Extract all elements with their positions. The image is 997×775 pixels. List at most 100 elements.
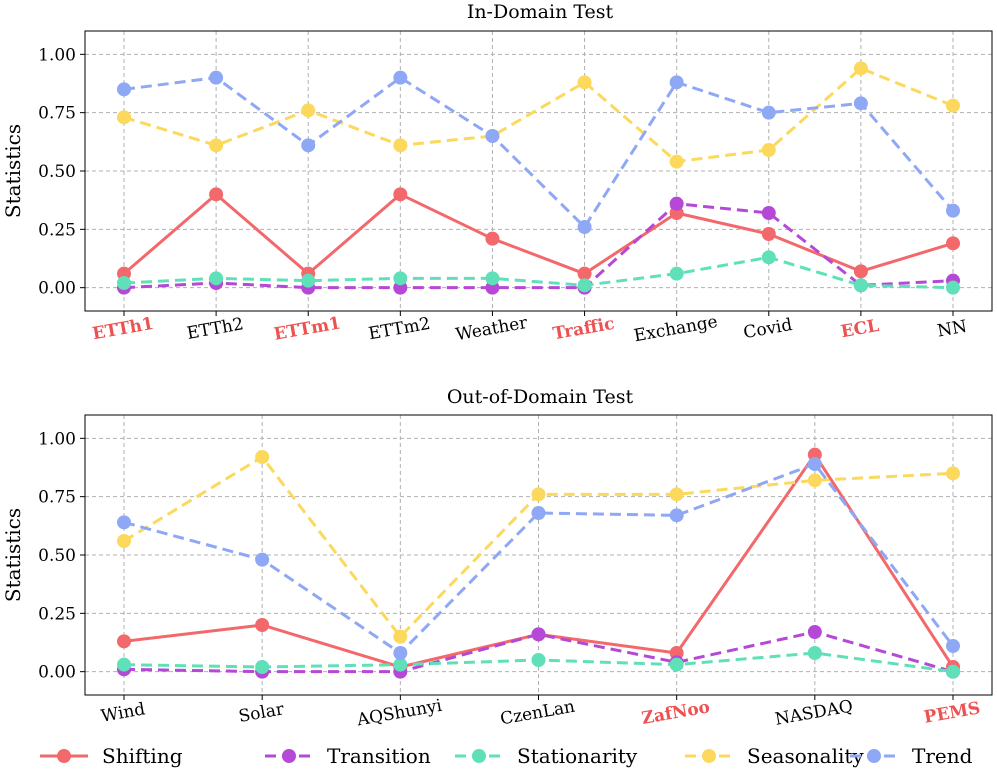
series-line-seasonality — [123, 66, 954, 164]
y-tick-label: 0.00 — [38, 279, 76, 299]
y-axis-label: Statistics — [1, 124, 25, 218]
data-point-trend — [485, 129, 500, 143]
data-point-trend — [301, 138, 316, 153]
panel-title: In-Domain Test — [467, 1, 614, 23]
data-point-trend — [577, 220, 592, 234]
x-tick-label: AQShunyi — [355, 696, 444, 731]
data-point-trend — [255, 552, 270, 567]
data-point-stationarity — [301, 273, 316, 288]
data-point-trend — [669, 75, 684, 90]
x-axis: Wind Solar AQShunyi CzenLan ZafNoo NASDAQ PEMS — [100, 695, 982, 731]
y-axis: 0.00 0.25 0.50 0.75 1.00 — [38, 45, 85, 299]
data-point-trend — [209, 70, 224, 85]
data-point-seasonality — [853, 61, 868, 76]
data-point-transition — [761, 206, 776, 220]
legend-swatch-marker — [282, 749, 296, 763]
legend-swatch-marker — [57, 749, 71, 763]
data-point-seasonality — [117, 534, 131, 548]
data-point-trend — [853, 96, 868, 111]
data-point-seasonality — [807, 473, 822, 488]
y-axis: 0.00 0.25 0.50 0.75 1.00 — [38, 429, 85, 683]
y-tick-label: 0.00 — [38, 663, 76, 683]
data-point-seasonality — [531, 487, 546, 502]
data-point-trend — [946, 203, 960, 218]
data-point-stationarity — [669, 657, 684, 672]
data-point-trend — [531, 506, 546, 520]
data-point-seasonality — [393, 138, 408, 153]
data-point-shifting — [485, 231, 500, 246]
data-point-seasonality — [393, 629, 408, 644]
data-point-stationarity — [485, 271, 500, 286]
y-tick-label: 1.00 — [38, 45, 76, 65]
x-tick-label: NASDAQ — [773, 696, 854, 729]
data-point-stationarity — [946, 664, 960, 679]
legend: Shifting Transition Stationarity Seasonalit… — [40, 744, 973, 768]
data-point-stationarity — [761, 250, 776, 265]
data-point-seasonality — [669, 154, 684, 169]
data-point-shifting — [761, 227, 776, 241]
data-point-trend — [807, 457, 822, 471]
data-point-stationarity — [393, 657, 408, 672]
series-group — [117, 61, 960, 295]
data-point-transition — [807, 625, 822, 639]
y-tick-label: 1.00 — [38, 429, 76, 449]
legend-label: Shifting — [102, 744, 183, 768]
data-point-seasonality — [946, 98, 960, 113]
x-tick-label: ZafNoo — [640, 697, 711, 729]
series-line-stationarity — [123, 255, 954, 290]
x-tick-label: NN — [936, 317, 969, 342]
legend-label: Stationarity — [517, 744, 638, 768]
data-point-trend — [946, 639, 960, 653]
data-point-seasonality — [946, 466, 960, 481]
y-axis-label: Statistics — [1, 508, 25, 602]
data-point-stationarity — [255, 660, 270, 674]
legend-item-seasonality: Seasonality — [685, 744, 864, 768]
x-tick-label: ETTh2 — [185, 314, 245, 344]
legend-swatch-marker — [702, 749, 716, 763]
legend-item-trend: Trend — [850, 744, 973, 768]
x-tick-label: Covid — [742, 315, 794, 343]
x-tick-label: Solar — [237, 699, 286, 727]
y-tick-label: 0.75 — [38, 488, 76, 508]
data-point-transition — [531, 627, 546, 642]
in-domain-panel: In-Domain Test 0.00 0.25 0.50 0.75 1.00 ETTh… — [1, 1, 993, 346]
legend-item-shifting: Shifting — [40, 744, 183, 768]
x-tick-label: CzenLan — [499, 697, 577, 730]
x-tick-label: Traffic — [551, 314, 616, 344]
series-line-trend — [123, 76, 955, 229]
x-tick-label: ETTh1 — [91, 314, 155, 344]
data-point-stationarity — [807, 646, 822, 660]
y-tick-label: 0.50 — [38, 546, 76, 566]
data-point-seasonality — [301, 103, 316, 118]
data-point-stationarity — [209, 271, 224, 286]
data-point-transition — [669, 196, 684, 211]
data-point-stationarity — [531, 653, 546, 667]
x-tick-label: ETTm1 — [272, 313, 342, 344]
legend-swatch-marker — [472, 749, 486, 763]
data-point-seasonality — [255, 450, 270, 464]
series-line-transition — [123, 202, 954, 290]
x-tick-label: Wind — [100, 699, 147, 726]
data-point-shifting — [209, 187, 224, 202]
series-line-shifting — [123, 192, 954, 276]
data-point-trend — [117, 82, 131, 97]
y-tick-label: 0.25 — [38, 604, 76, 624]
y-tick-label: 0.25 — [38, 220, 76, 240]
legend-label: Transition — [327, 744, 431, 768]
data-point-seasonality — [761, 143, 776, 157]
out-of-domain-panel: Out-of-Domain Test 0.000.250.500.751.00 … — [1, 386, 993, 731]
legend-item-stationarity: Stationarity — [455, 744, 638, 768]
x-tick-label: ECL — [839, 316, 880, 342]
x-tick-label: ETTm2 — [367, 314, 432, 345]
data-point-seasonality — [117, 110, 131, 125]
legend-label: Trend — [912, 744, 973, 768]
x-tick-label: Weather — [454, 313, 529, 345]
data-point-seasonality — [669, 487, 684, 502]
legend-item-transition: Transition — [265, 744, 431, 768]
data-point-shifting — [853, 264, 868, 279]
data-point-shifting — [393, 187, 408, 202]
data-point-seasonality — [209, 138, 224, 153]
data-point-trend — [393, 646, 408, 660]
data-point-stationarity — [669, 266, 684, 281]
